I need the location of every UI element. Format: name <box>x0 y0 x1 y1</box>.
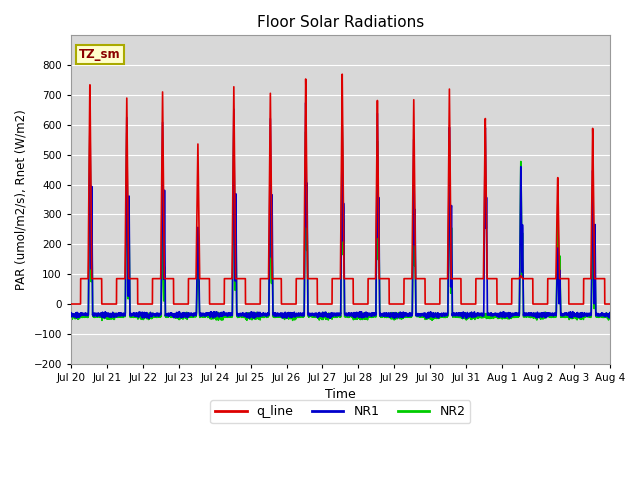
q_line <box>182 301 190 307</box>
q_line <box>555 227 563 233</box>
NR2 <box>393 315 401 321</box>
Line: NR2: NR2 <box>71 124 610 320</box>
NR2 <box>182 310 190 315</box>
NR1 <box>605 315 613 321</box>
NR1 <box>246 315 253 321</box>
NR1 <box>555 294 563 300</box>
q_line <box>606 301 614 307</box>
NR2 <box>403 313 410 319</box>
NR1 <box>403 311 410 316</box>
NR1 <box>218 313 225 319</box>
NR2 <box>605 313 613 319</box>
Title: Floor Solar Radiations: Floor Solar Radiations <box>257 15 424 30</box>
NR2 <box>67 313 75 319</box>
NR2 <box>606 314 614 320</box>
q_line <box>218 301 225 307</box>
NR2 <box>218 313 225 319</box>
NR1 <box>302 100 310 106</box>
NR1 <box>606 310 614 315</box>
q_line <box>393 301 401 307</box>
q_line <box>605 301 613 307</box>
NR2 <box>339 121 346 127</box>
Text: TZ_sm: TZ_sm <box>79 48 121 61</box>
q_line <box>67 301 75 307</box>
NR1 <box>67 314 75 320</box>
NR1 <box>182 311 190 316</box>
q_line <box>339 72 346 77</box>
q_line <box>403 276 410 282</box>
Legend: q_line, NR1, NR2: q_line, NR1, NR2 <box>211 400 470 423</box>
Line: NR1: NR1 <box>71 103 610 318</box>
Y-axis label: PAR (umol/m2/s), Rnet (W/m2): PAR (umol/m2/s), Rnet (W/m2) <box>15 109 28 290</box>
NR2 <box>555 282 563 288</box>
NR2 <box>98 317 106 323</box>
Line: q_line: q_line <box>71 74 610 304</box>
NR1 <box>393 313 401 319</box>
X-axis label: Time: Time <box>325 388 356 401</box>
